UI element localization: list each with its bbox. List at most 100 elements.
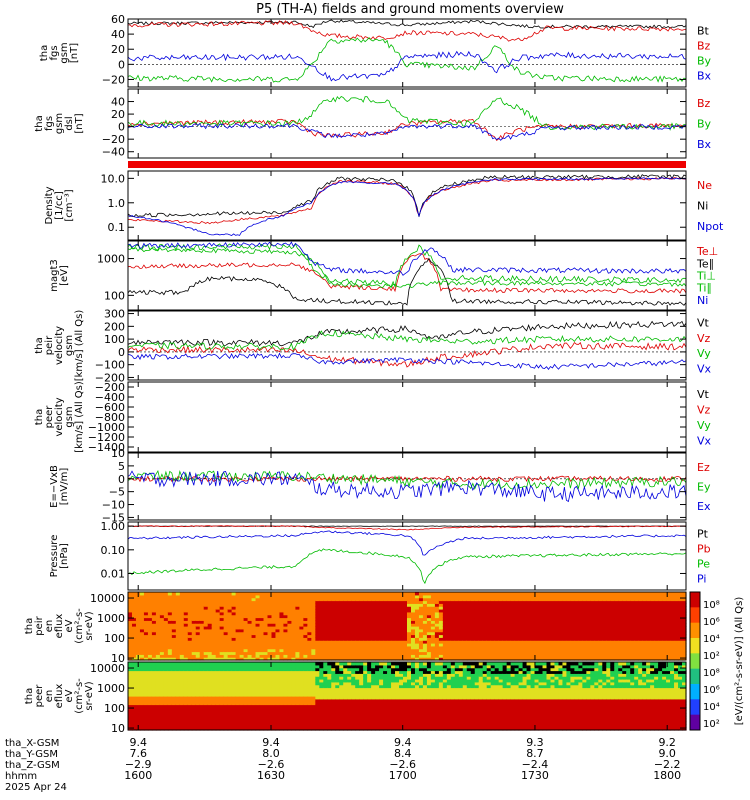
spectrogram-cell xyxy=(626,617,631,621)
spectrogram-cell xyxy=(426,628,432,633)
spectrogram-cell xyxy=(678,614,683,619)
spectrogram-cell xyxy=(299,698,304,703)
spectrogram-cell xyxy=(307,631,312,636)
spectrogram-cell xyxy=(235,684,241,689)
spectrogram-cell xyxy=(339,724,344,728)
spectrogram-cell xyxy=(247,713,253,717)
spectrogram-cell xyxy=(626,657,631,661)
spectrogram-cell xyxy=(323,597,328,602)
spectrogram-cell xyxy=(327,651,332,655)
y-tick-label: 10 xyxy=(111,447,125,460)
spectrogram-cell xyxy=(187,609,193,613)
spectrogram-cell xyxy=(215,603,221,607)
spectrogram-cell xyxy=(251,600,257,604)
spectrogram-cell xyxy=(143,606,149,610)
spectrogram-cell xyxy=(175,592,181,596)
spectrogram-cell xyxy=(143,651,149,655)
spectrogram-cell xyxy=(271,687,277,691)
spectrogram-cell xyxy=(498,631,504,636)
spectrogram-cell xyxy=(438,597,444,602)
spectrogram-cell xyxy=(215,609,221,613)
spectrogram-cell xyxy=(207,696,213,700)
spectrogram-cell xyxy=(179,640,185,644)
spectrogram-cell xyxy=(470,626,476,630)
spectrogram-cell xyxy=(167,681,173,686)
spectrogram-cell xyxy=(510,645,516,650)
spectrogram-cell xyxy=(311,614,316,619)
spectrogram-cell xyxy=(343,721,348,725)
spectrogram-cell xyxy=(159,657,165,661)
spectrogram-cell xyxy=(446,628,452,633)
spectrogram-cell xyxy=(259,724,265,728)
spectrogram-cell xyxy=(207,724,213,728)
spectrogram-cell xyxy=(211,693,217,697)
spectrogram-cell xyxy=(151,637,157,641)
spectrogram-cell xyxy=(311,701,316,706)
spectrogram-cell xyxy=(183,637,189,641)
spectrogram-cell xyxy=(315,606,320,610)
spectrogram-cell xyxy=(418,611,424,616)
spectrogram-cell xyxy=(478,640,484,644)
spectrogram-cell xyxy=(622,617,627,621)
spectrogram-cell xyxy=(279,657,285,661)
spectrogram-cell xyxy=(666,609,671,613)
spectrogram-cell xyxy=(303,667,308,672)
spectrogram-cell xyxy=(283,634,289,638)
spectrogram-cell xyxy=(275,662,281,666)
spectrogram-cell xyxy=(594,651,599,655)
y-tick-label: 0.10 xyxy=(101,544,126,557)
spectrogram-cell xyxy=(128,673,133,677)
spectrogram-cell xyxy=(682,657,687,661)
spectrogram-cell xyxy=(558,620,564,624)
spectrogram-cell xyxy=(187,701,193,706)
spectrogram-cell xyxy=(622,594,627,599)
spectrogram-cell xyxy=(379,600,384,604)
spectrogram-cell xyxy=(486,600,492,604)
spectrogram-cell xyxy=(442,617,448,621)
spectrogram-cell xyxy=(474,597,480,602)
spectrogram-cell xyxy=(163,721,169,725)
spectrogram-cell xyxy=(422,651,428,655)
spectrogram-cell xyxy=(187,687,193,691)
spectrogram-cell xyxy=(410,606,416,610)
spectrogram-cell xyxy=(203,698,209,703)
spectrogram-cell xyxy=(227,696,233,700)
spectrogram-cell xyxy=(195,651,201,655)
spectrogram-cell xyxy=(387,637,392,641)
spectrogram-cell xyxy=(155,696,161,700)
spectrogram-cell xyxy=(462,592,468,596)
spectrogram-cell xyxy=(359,634,364,638)
spectrogram-cell xyxy=(530,631,536,636)
spectrogram-cell xyxy=(275,651,281,655)
spectrogram-cell xyxy=(514,594,520,599)
legend-label: Vx xyxy=(697,434,712,447)
spectrogram-cell xyxy=(319,727,324,731)
spectrogram-cell xyxy=(430,597,436,602)
spectrogram-cell xyxy=(518,626,524,630)
spectrogram-cell xyxy=(538,640,544,644)
spectrogram-cell xyxy=(363,640,368,644)
spectrogram-cell xyxy=(418,626,424,630)
spectrogram-cell xyxy=(267,640,273,644)
spectrogram-cell xyxy=(135,628,141,633)
legend-label: Ni xyxy=(697,294,708,307)
spectrogram-cell xyxy=(574,640,579,644)
spectrogram-cell xyxy=(223,679,229,683)
spectrogram-cell xyxy=(606,600,611,604)
spectrogram-cell xyxy=(251,715,257,720)
spectrogram-cell xyxy=(594,597,599,602)
spectrogram-cell xyxy=(315,634,320,638)
y-tick-label: 300 xyxy=(104,308,125,321)
spectrogram-cell xyxy=(550,654,556,658)
spectrogram-cell xyxy=(658,623,663,627)
spectrogram-cell xyxy=(470,597,476,602)
spectrogram-cell xyxy=(379,617,384,621)
spectrogram-cell xyxy=(163,609,169,613)
spectrogram-cell xyxy=(323,645,328,650)
spectrogram-cell xyxy=(239,640,245,644)
spectrogram-cell xyxy=(307,623,312,627)
spectrogram-cell xyxy=(522,623,528,627)
spectrogram-cell xyxy=(662,626,667,630)
spectrogram-cell xyxy=(183,617,189,621)
spectrogram-cell xyxy=(235,681,241,686)
